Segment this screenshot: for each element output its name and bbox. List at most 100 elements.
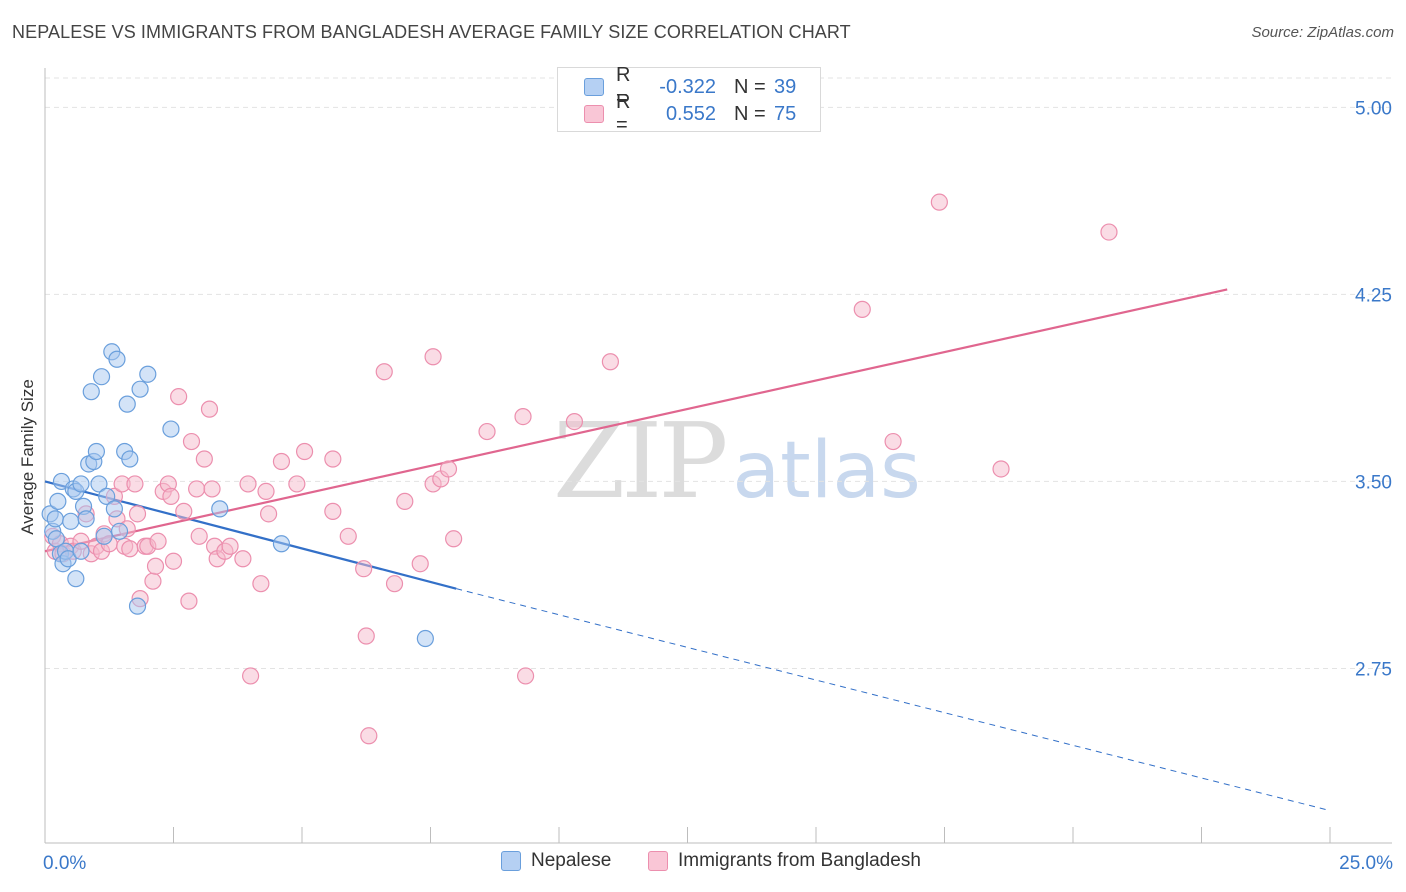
series-label-bangladesh: Immigrants from Bangladesh — [678, 850, 921, 871]
bangladesh-point — [884, 432, 902, 451]
nepalese-point — [128, 597, 147, 615]
nepalese-point — [59, 550, 77, 568]
label-layer: 2.75 3.50 4.25 5.00 0.0% 25.0% — [43, 98, 1393, 874]
nepalese-point — [90, 475, 108, 493]
bangladesh-point — [396, 492, 414, 510]
bangladesh-point — [411, 555, 429, 573]
bangladesh-point — [930, 193, 948, 211]
y-tick-label: 5.00 — [1355, 98, 1392, 119]
chart-title: NEPALESE VS IMMIGRANTS FROM BANGLADESH A… — [12, 22, 851, 42]
nepalese-point — [82, 383, 100, 401]
series-swatch-bangladesh — [648, 851, 668, 871]
nepalese-point — [121, 450, 139, 468]
x-tick-label: 25.0% — [1339, 853, 1393, 874]
bangladesh-point — [180, 592, 198, 610]
bangladesh-point — [126, 475, 144, 493]
series-label-nepalese: Nepalese — [531, 850, 612, 871]
bangladesh-point — [992, 460, 1010, 478]
legend-r-label: R = — [616, 64, 631, 109]
bangladesh-point — [259, 505, 278, 523]
bangladesh-trendline — [44, 288, 1228, 553]
bangladesh-point — [514, 408, 532, 426]
nepalese-point — [46, 510, 64, 528]
y-tick-label: 3.50 — [1355, 472, 1392, 493]
bangladesh-point — [170, 388, 188, 406]
bangladesh-point — [478, 422, 496, 441]
legend-n-value: 75 — [774, 102, 797, 125]
bangladesh-point — [324, 502, 342, 520]
nepalese-point — [272, 535, 291, 553]
points-layer — [41, 193, 1118, 745]
correlation-legend: R = -0.322 N = 39 R = 0.552 N = 75 — [557, 64, 821, 136]
bangladesh-point — [360, 727, 378, 745]
bangladesh-point — [252, 575, 270, 593]
nepalese-point — [416, 629, 434, 648]
bangladesh-point — [121, 540, 139, 558]
legend-r-value: 0.552 — [665, 102, 716, 125]
source-label: Source: ZipAtlas.com — [1251, 24, 1394, 41]
bangladesh-point — [239, 475, 257, 493]
bangladesh-point — [195, 450, 213, 468]
bangladesh-point — [385, 575, 404, 593]
y-tick-label: 4.25 — [1355, 285, 1392, 306]
legend-row-nepalese: R = -0.322 N = 39 — [584, 64, 796, 109]
nepalese-point — [87, 442, 106, 461]
legend-row-bangladesh: R = 0.552 N = 75 — [584, 91, 797, 136]
bangladesh-point — [257, 482, 275, 501]
bangladesh-point — [375, 363, 393, 381]
bangladesh-point — [324, 450, 342, 468]
bangladesh-point — [439, 460, 458, 478]
bangladesh-point — [357, 627, 375, 645]
bangladesh-point — [445, 530, 463, 548]
nepalese-point — [105, 500, 123, 518]
nepalese-point — [92, 368, 111, 386]
bangladesh-point — [516, 667, 535, 685]
x-tick-label: 0.0% — [43, 853, 86, 874]
bangladesh-point — [164, 552, 183, 570]
nepalese-point — [131, 380, 149, 398]
nepalese-point — [98, 487, 116, 505]
bangladesh-point — [162, 487, 180, 505]
legend-swatch-nepalese — [584, 78, 604, 96]
bangladesh-point — [182, 432, 201, 451]
bangladesh-point — [288, 475, 306, 493]
nepalese-point — [72, 475, 90, 493]
series-legend-nepalese[interactable]: Nepalese — [501, 850, 611, 872]
bangladesh-point — [339, 527, 357, 545]
nepalese-point — [110, 522, 129, 540]
legend-r-label: R = — [616, 91, 631, 136]
series-legend: Nepalese Immigrants from Bangladesh — [0, 850, 1406, 878]
bangladesh-point — [144, 572, 162, 590]
bangladesh-point — [565, 412, 584, 431]
legend-n-label: N = — [734, 75, 766, 98]
bangladesh-point — [149, 532, 167, 550]
bangladesh-point — [424, 348, 442, 366]
legend-n-label: N = — [734, 102, 766, 125]
bangladesh-point — [853, 300, 871, 318]
series-legend-bangladesh[interactable]: Immigrants from Bangladesh — [648, 850, 921, 872]
nepalese-point — [77, 510, 95, 528]
bangladesh-point — [203, 480, 221, 498]
nepalese-point — [211, 500, 229, 518]
bangladesh-point — [128, 505, 147, 523]
nepalese-point — [139, 365, 157, 383]
y-axis-label: Average Family Size — [18, 379, 37, 535]
legend-r-value: -0.322 — [659, 75, 716, 98]
nepalese-point — [62, 512, 80, 530]
bangladesh-point — [272, 452, 291, 471]
nepalese-point — [72, 542, 90, 560]
bangladesh-point — [188, 480, 206, 498]
bangladesh-point — [295, 442, 314, 461]
series-swatch-nepalese — [501, 851, 521, 871]
nepalese-point — [49, 492, 67, 510]
bangladesh-point — [355, 560, 373, 578]
nepalese-point — [95, 527, 113, 545]
nepalese-point — [67, 570, 85, 588]
nepalese-point — [108, 350, 126, 368]
legend-swatch-bangladesh — [584, 105, 604, 123]
bangladesh-point — [221, 537, 239, 555]
y-tick-label: 2.75 — [1355, 659, 1392, 680]
bangladesh-point — [242, 667, 260, 685]
bangladesh-point — [146, 557, 165, 575]
